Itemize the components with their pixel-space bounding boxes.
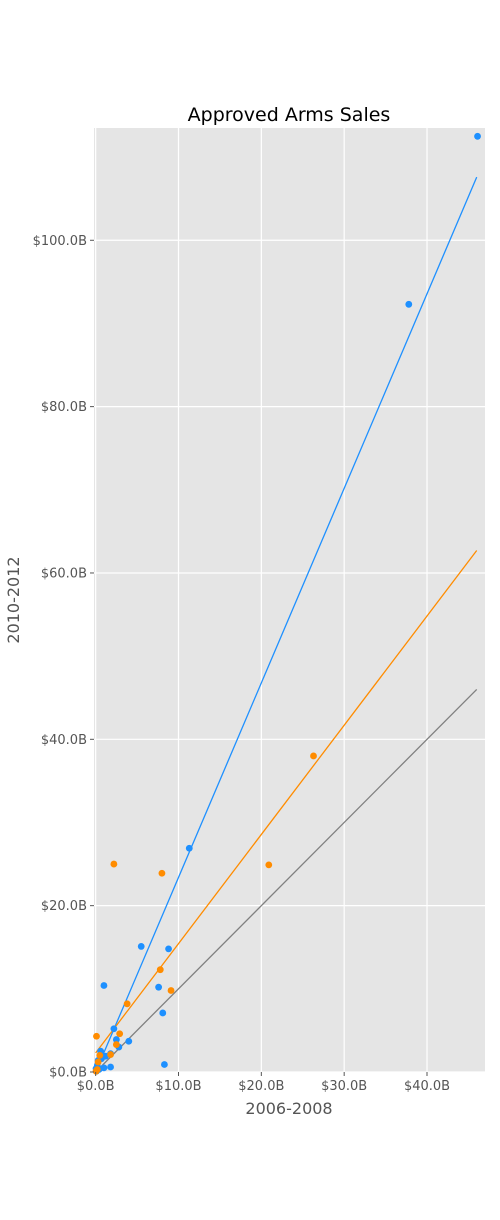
y-tick-label: $100.0B bbox=[33, 234, 87, 249]
gridlines bbox=[94, 128, 485, 1073]
data-point-series-1 bbox=[265, 861, 273, 869]
data-point-series-0 bbox=[185, 844, 193, 852]
x-axis-title: 2006-2008 bbox=[245, 1099, 332, 1118]
data-point-series-1 bbox=[167, 987, 175, 994]
x-tick-label: $40.0B bbox=[404, 1079, 450, 1094]
data-point-series-0 bbox=[474, 132, 481, 140]
x-tick-label: $20.0B bbox=[238, 1079, 284, 1094]
fit-line-series-0 bbox=[95, 176, 478, 1073]
data-point-series-0 bbox=[112, 1036, 120, 1043]
fit-line-series-2 bbox=[95, 688, 478, 1073]
x-axis-ticks: $0.0B $10.0B $20.0B $30.0B $40.0B bbox=[77, 1072, 450, 1094]
data-point-series-1 bbox=[94, 1058, 102, 1066]
y-tick-label: $40.0B bbox=[41, 733, 87, 748]
data-point-series-0 bbox=[137, 943, 145, 950]
y-tick-label: $0.0B bbox=[49, 1066, 87, 1081]
x-tick-label: $30.0B bbox=[321, 1079, 367, 1094]
data-point-series-1 bbox=[156, 966, 164, 974]
data-points bbox=[92, 132, 481, 1075]
data-point-series-0 bbox=[110, 1025, 118, 1033]
data-point-series-0 bbox=[161, 1061, 168, 1068]
x-tick-label: $10.0B bbox=[155, 1079, 201, 1094]
y-axis-title: 2010-2012 bbox=[4, 556, 23, 643]
data-point-series-1 bbox=[110, 860, 118, 868]
data-point-series-1 bbox=[112, 1041, 120, 1048]
data-point-series-0 bbox=[100, 982, 108, 989]
y-tick-label: $20.0B bbox=[41, 899, 87, 914]
x-tick-label: $0.0B bbox=[77, 1079, 115, 1094]
y-tick-label: $60.0B bbox=[41, 566, 87, 581]
data-point-series-0 bbox=[159, 1009, 167, 1017]
y-tick-label: $80.0B bbox=[41, 400, 87, 415]
data-point-series-1 bbox=[310, 752, 317, 760]
data-point-series-1 bbox=[92, 1067, 100, 1075]
data-point-series-0 bbox=[155, 983, 163, 991]
plot-background bbox=[94, 128, 485, 1072]
data-point-series-0 bbox=[405, 300, 413, 308]
data-point-series-1 bbox=[116, 1030, 124, 1038]
data-point-series-0 bbox=[125, 1037, 133, 1045]
data-point-series-1 bbox=[107, 1051, 114, 1058]
data-point-series-0 bbox=[107, 1063, 114, 1071]
data-point-series-1 bbox=[123, 1000, 131, 1008]
data-point-series-1 bbox=[158, 869, 166, 877]
data-point-series-1 bbox=[93, 1032, 100, 1040]
data-point-series-0 bbox=[165, 945, 172, 953]
chart-title: Approved Arms Sales bbox=[188, 104, 391, 126]
y-axis-ticks: $0.0B $20.0B $40.0B $60.0B $80.0B $100.0B bbox=[33, 234, 94, 1081]
data-point-series-1 bbox=[96, 1051, 104, 1059]
